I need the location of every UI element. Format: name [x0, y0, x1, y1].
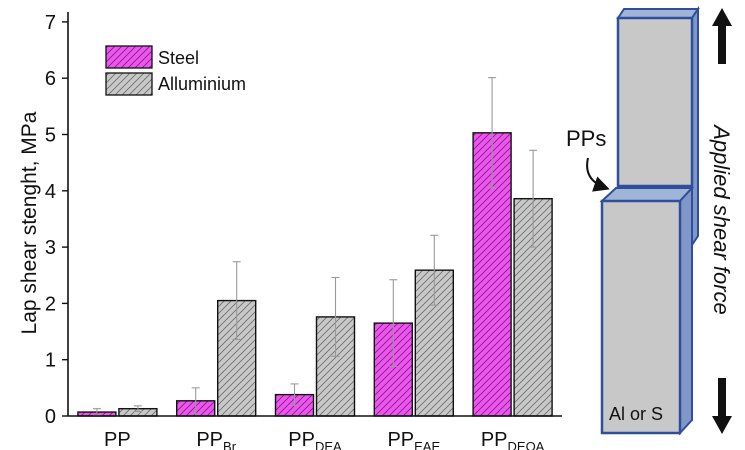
y-tick-label: 1	[45, 350, 56, 372]
pps-label: PPs	[566, 126, 606, 151]
lower-plate-side	[679, 185, 693, 436]
upper-plate-top	[616, 8, 700, 19]
y-axis-label: Lap shear stenght, MPa	[18, 111, 41, 334]
arrow-down-icon	[712, 378, 732, 434]
x-tick-label-base: PP	[387, 429, 414, 450]
y-tick-label: 4	[45, 181, 56, 203]
y-tick-label: 3	[45, 237, 56, 259]
y-tick-label: 7	[45, 12, 56, 34]
x-tick-label: PP	[104, 429, 131, 450]
x-tick-label: PPBr	[196, 429, 236, 450]
x-tick-label-base: PP	[196, 429, 223, 450]
y-tick-label: 0	[45, 406, 56, 428]
lower-plate-front	[600, 199, 682, 435]
arrow-up-icon	[712, 8, 732, 64]
axes	[62, 12, 562, 417]
legend-swatch-steel	[105, 45, 153, 69]
y-tick-label: 6	[45, 68, 56, 90]
x-tick-label: PPEAE	[387, 429, 440, 450]
x-tick-label-subscript: DEA	[315, 439, 342, 450]
x-tick-label-base: PP	[481, 429, 508, 450]
x-tick-label: PPDEA	[288, 429, 342, 450]
x-tick-label-subscript: DEOA	[508, 439, 545, 450]
legend-swatch-alluminium	[105, 72, 153, 96]
lower-plate-top	[599, 187, 695, 202]
material-label: Al or S	[609, 404, 663, 424]
y-tick-label: 5	[45, 125, 56, 147]
lap-joint-diagram: PPs Al or S Applied shear force	[566, 5, 734, 436]
y-tick-label: 2	[45, 293, 56, 315]
upper-plate-front	[616, 16, 694, 188]
legend: Steel Alluminium	[105, 45, 246, 96]
pps-arrow	[586, 157, 610, 192]
x-tick-label: PPDEOA	[481, 429, 545, 450]
x-tick-label-subscript: Br	[223, 439, 237, 450]
x-tick-label-subscript: EAE	[414, 439, 440, 450]
x-tick-label-base: PP	[104, 429, 131, 450]
legend-label-alluminium: Alluminium	[158, 74, 246, 94]
error-bars	[92, 77, 538, 416]
force-label: Applied shear force	[709, 123, 734, 315]
x-tick-label-base: PP	[288, 429, 315, 450]
bars	[77, 132, 553, 417]
legend-label-steel: Steel	[158, 48, 199, 68]
